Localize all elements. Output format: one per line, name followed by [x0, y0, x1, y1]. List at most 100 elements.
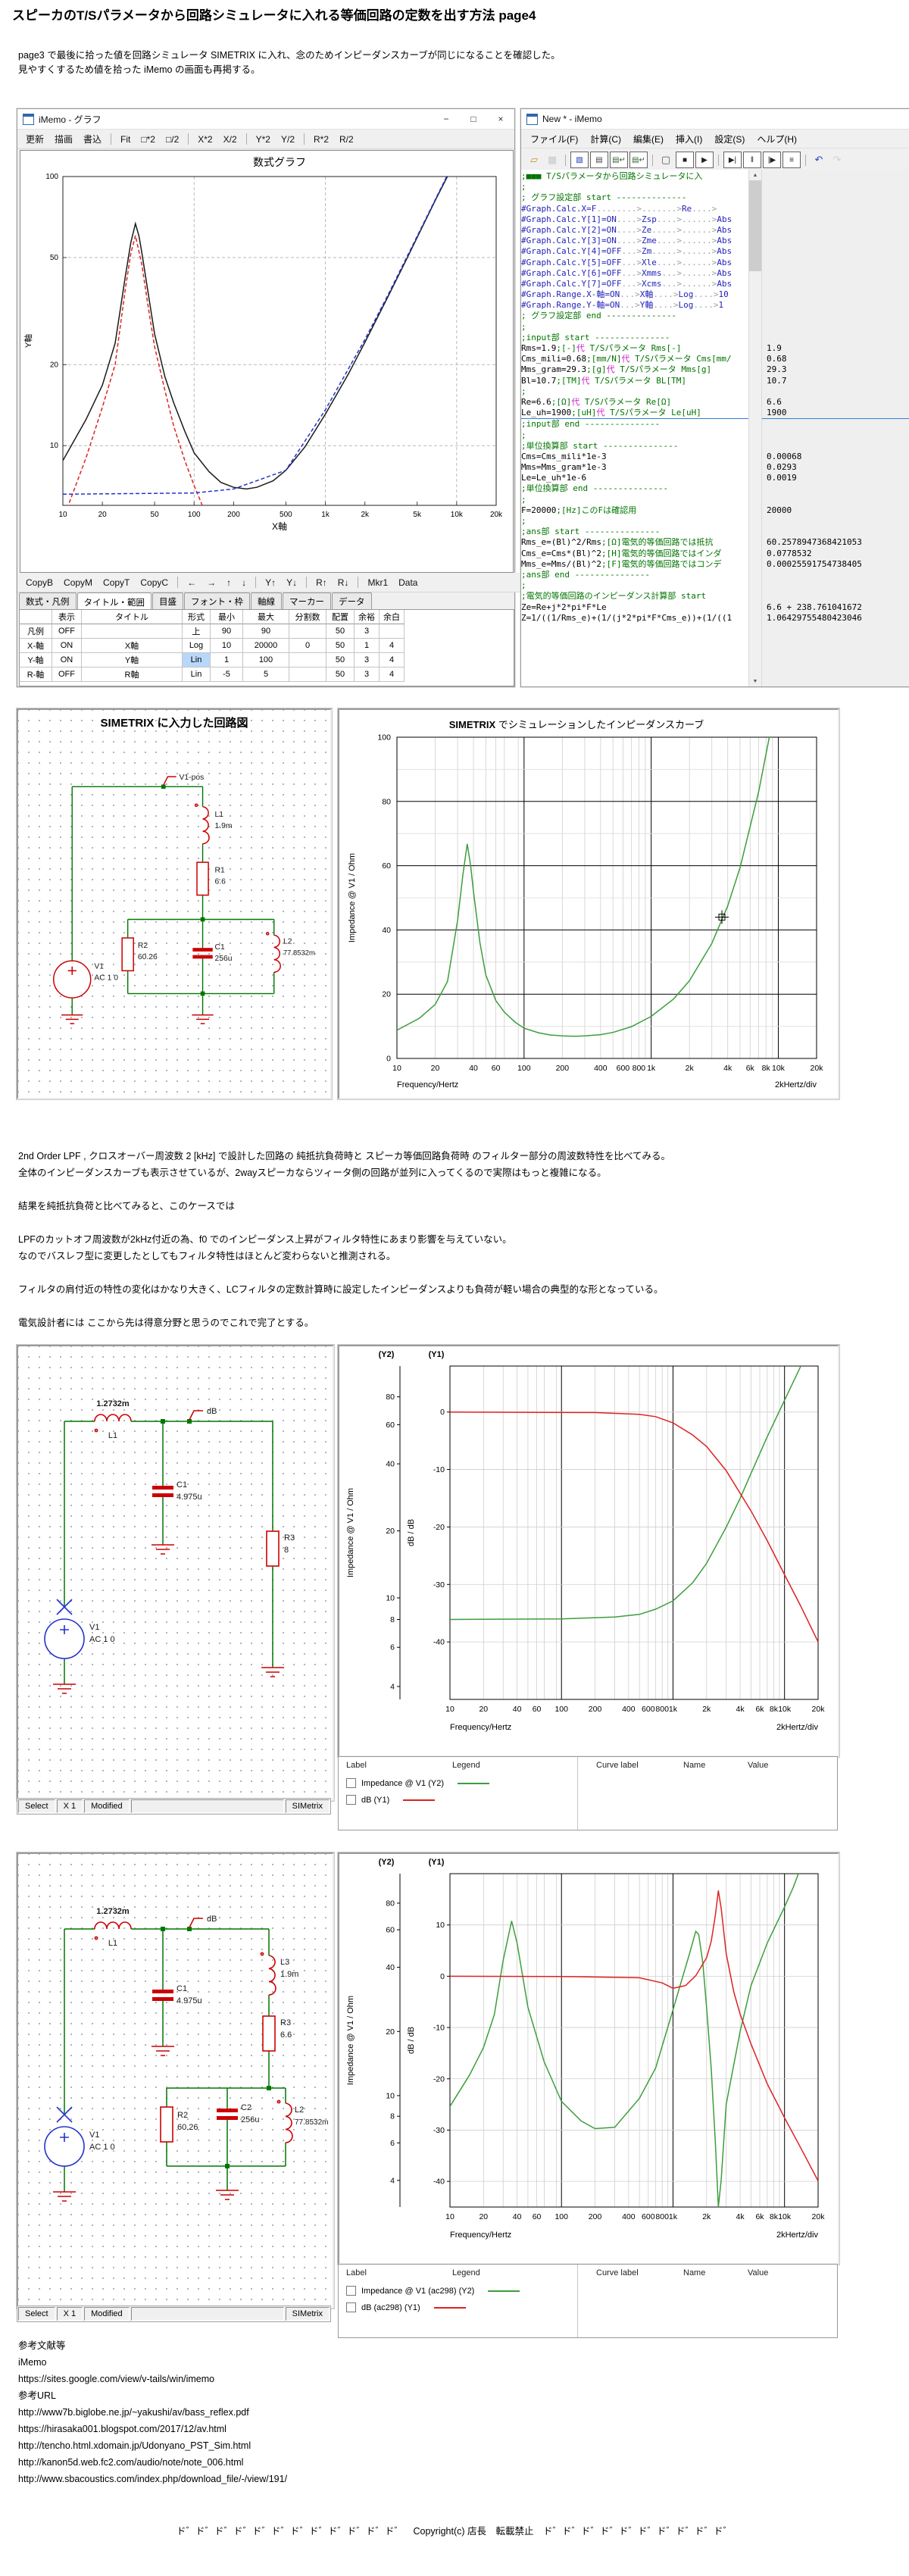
- toolbar-button[interactable]: X*2: [198, 133, 213, 145]
- table-cell[interactable]: Lin: [183, 667, 211, 682]
- menu-item[interactable]: 計算(C): [590, 133, 621, 145]
- resistor-R3[interactable]: [266, 1530, 280, 1567]
- wrap2-view-icon[interactable]: ▤↵: [629, 152, 648, 168]
- toolbar-button[interactable]: Data: [398, 577, 418, 588]
- curve-checkbox[interactable]: [346, 1795, 356, 1805]
- menu-item[interactable]: ファイル(F): [530, 133, 579, 145]
- minimize-button[interactable]: −: [443, 114, 449, 124]
- voltage-source-V1[interactable]: [44, 1599, 85, 1659]
- table-cell[interactable]: 100: [243, 653, 289, 667]
- table-cell[interactable]: OFF: [52, 667, 82, 682]
- table-cell[interactable]: Y軸: [82, 653, 183, 667]
- open-file-icon[interactable]: ▱: [530, 154, 538, 165]
- tab-1[interactable]: タイトル・範囲: [77, 592, 152, 610]
- step-into-icon[interactable]: |▶: [763, 152, 781, 168]
- net-flag-icon[interactable]: [189, 1410, 203, 1421]
- code-editor[interactable]: ;■■■ T/Sパラメータから回路シミュレータに入;; グラフ設定部 start…: [521, 170, 748, 686]
- schematic-canvas-2[interactable]: 1.2732m L1 dB C1 4.975u R3 8 V1 AC 1 0: [17, 1345, 334, 1801]
- toolbar-button[interactable]: □/2: [165, 133, 180, 145]
- table-cell[interactable]: [380, 624, 405, 639]
- table-cell[interactable]: ON: [52, 639, 82, 653]
- menu-item[interactable]: 挿入(I): [676, 133, 703, 145]
- toolbar-button[interactable]: □*2: [141, 133, 155, 145]
- resistor-R3[interactable]: [262, 2015, 276, 2052]
- schematic-canvas-3[interactable]: 1.2732m L1 dB C1 4.975u L3 1.9m R3 6.6 R2 60…: [17, 1852, 334, 2309]
- filter-plot-panel-2[interactable]: 10 20 40 60 100 200 400 600 800 1k 2k 4k 6k 8k 10k 20k 1…: [338, 1852, 839, 2265]
- maximize-button[interactable]: □: [470, 114, 476, 124]
- menu-item[interactable]: ヘルプ(H): [757, 133, 797, 145]
- titlebar[interactable]: New * - iMemo: [521, 109, 909, 130]
- filter-plot-panel-1[interactable]: 10 20 40 60 100 200 400 600 800 1k 2k 4k 6k 8k 10k 20k 0…: [338, 1345, 839, 1757]
- toolbar-button[interactable]: ←: [187, 577, 197, 588]
- table-cell[interactable]: [289, 624, 326, 639]
- voltage-source-V1[interactable]: [44, 2106, 85, 2167]
- table-cell[interactable]: 5: [243, 667, 289, 682]
- impedance-plot-panel[interactable]: 10 20 40 60 100 200 400 600 800 1k 2k 4k 6k 8k 10k 20k 0…: [338, 708, 839, 1099]
- toolbar-button[interactable]: Mkr1: [367, 577, 389, 588]
- table-cell[interactable]: X-軸: [20, 639, 52, 653]
- schematic-canvas-1[interactable]: SIMETRIX に入力した回路図 V1-pos L1 1.9m R1 6.6 R2…: [17, 708, 332, 1099]
- toolbar-button[interactable]: CopyC: [140, 577, 169, 588]
- table-cell[interactable]: OFF: [52, 624, 82, 639]
- table-cell[interactable]: Log: [183, 639, 211, 653]
- toolbar-button[interactable]: 更新: [26, 134, 45, 145]
- scroll-thumb[interactable]: [749, 180, 761, 271]
- menu-item[interactable]: 編集(E): [633, 133, 664, 145]
- net-flag-icon[interactable]: [163, 776, 176, 786]
- titlebar[interactable]: iMemo - グラフ − □ ×: [17, 109, 514, 130]
- capacitor-C1[interactable]: [152, 1486, 173, 1497]
- table-cell[interactable]: X軸: [82, 639, 183, 653]
- curve-checkbox[interactable]: [346, 1778, 356, 1788]
- toolbar-button[interactable]: Fit: [120, 133, 131, 145]
- graph-view-icon[interactable]: ▧: [570, 152, 589, 168]
- scroll-up-icon[interactable]: ▲: [749, 170, 761, 180]
- table-cell[interactable]: [289, 653, 326, 667]
- table-cell[interactable]: 4: [380, 639, 405, 653]
- reference-link[interactable]: https://sites.google.com/view/v-tails/wi…: [18, 2374, 215, 2384]
- toolbar-button[interactable]: Y↑: [265, 577, 276, 588]
- table-cell[interactable]: -5: [211, 667, 243, 682]
- toolbar-button[interactable]: 書込: [83, 134, 102, 145]
- table-cell[interactable]: Y-軸: [20, 653, 52, 667]
- pause-icon[interactable]: ‖: [743, 152, 761, 168]
- table-cell[interactable]: 90: [243, 624, 289, 639]
- toolbar-button[interactable]: Y↓: [286, 577, 298, 588]
- resistor-R2[interactable]: [160, 2106, 173, 2143]
- table-cell[interactable]: 上: [183, 624, 211, 639]
- toolbar-button[interactable]: X/2: [223, 133, 237, 145]
- inductor-L2[interactable]: [276, 2099, 293, 2143]
- table-cell[interactable]: 3: [355, 667, 380, 682]
- menu-item[interactable]: 設定(S): [714, 133, 745, 145]
- table-cell[interactable]: [82, 624, 183, 639]
- toolbar-button[interactable]: CopyT: [103, 577, 130, 588]
- curve-checkbox[interactable]: [346, 2286, 356, 2296]
- close-button[interactable]: ×: [498, 114, 504, 124]
- table-cell[interactable]: 3: [355, 653, 380, 667]
- tab-6[interactable]: データ: [332, 592, 372, 609]
- reference-link[interactable]: http://www7b.biglobe.ne.jp/~yakushi/av/b…: [18, 2407, 249, 2418]
- toolbar-button[interactable]: ↑: [226, 577, 232, 588]
- table-cell[interactable]: 50: [326, 667, 355, 682]
- toolbar-button[interactable]: CopyM: [64, 577, 93, 588]
- table-cell[interactable]: 20000: [243, 639, 289, 653]
- table-cell[interactable]: 3: [355, 624, 380, 639]
- toolbar-button[interactable]: Y/2: [280, 133, 295, 145]
- table-cell[interactable]: ON: [52, 653, 82, 667]
- table-cell[interactable]: 1: [355, 639, 380, 653]
- reference-link[interactable]: http://tencho.html.xdomain.jp/Udonyano_P…: [18, 2440, 251, 2451]
- capacitor-C1[interactable]: [192, 948, 213, 959]
- table-cell[interactable]: R軸: [82, 667, 183, 682]
- table-cell[interactable]: 90: [211, 624, 243, 639]
- toolbar-button[interactable]: R*2: [314, 133, 330, 145]
- reference-link[interactable]: https://hirasaka001.blogspot.com/2017/12…: [18, 2424, 226, 2434]
- inductor-L1[interactable]: [194, 803, 210, 845]
- table-cell[interactable]: R-軸: [20, 667, 52, 682]
- capacitor-C2[interactable]: [217, 2109, 238, 2120]
- text-view-icon[interactable]: ▤: [590, 152, 608, 168]
- reference-link[interactable]: http://kanon5d.web.fc2.com/audio/note/no…: [18, 2457, 244, 2468]
- tab-5[interactable]: マーカー: [283, 592, 331, 609]
- table-cell[interactable]: 4: [380, 667, 405, 682]
- toolbar-button[interactable]: R↑: [316, 577, 327, 588]
- table-cell[interactable]: 50: [326, 639, 355, 653]
- reference-link[interactable]: http://www.sbacoustics.com/index.php/dow…: [18, 2474, 288, 2484]
